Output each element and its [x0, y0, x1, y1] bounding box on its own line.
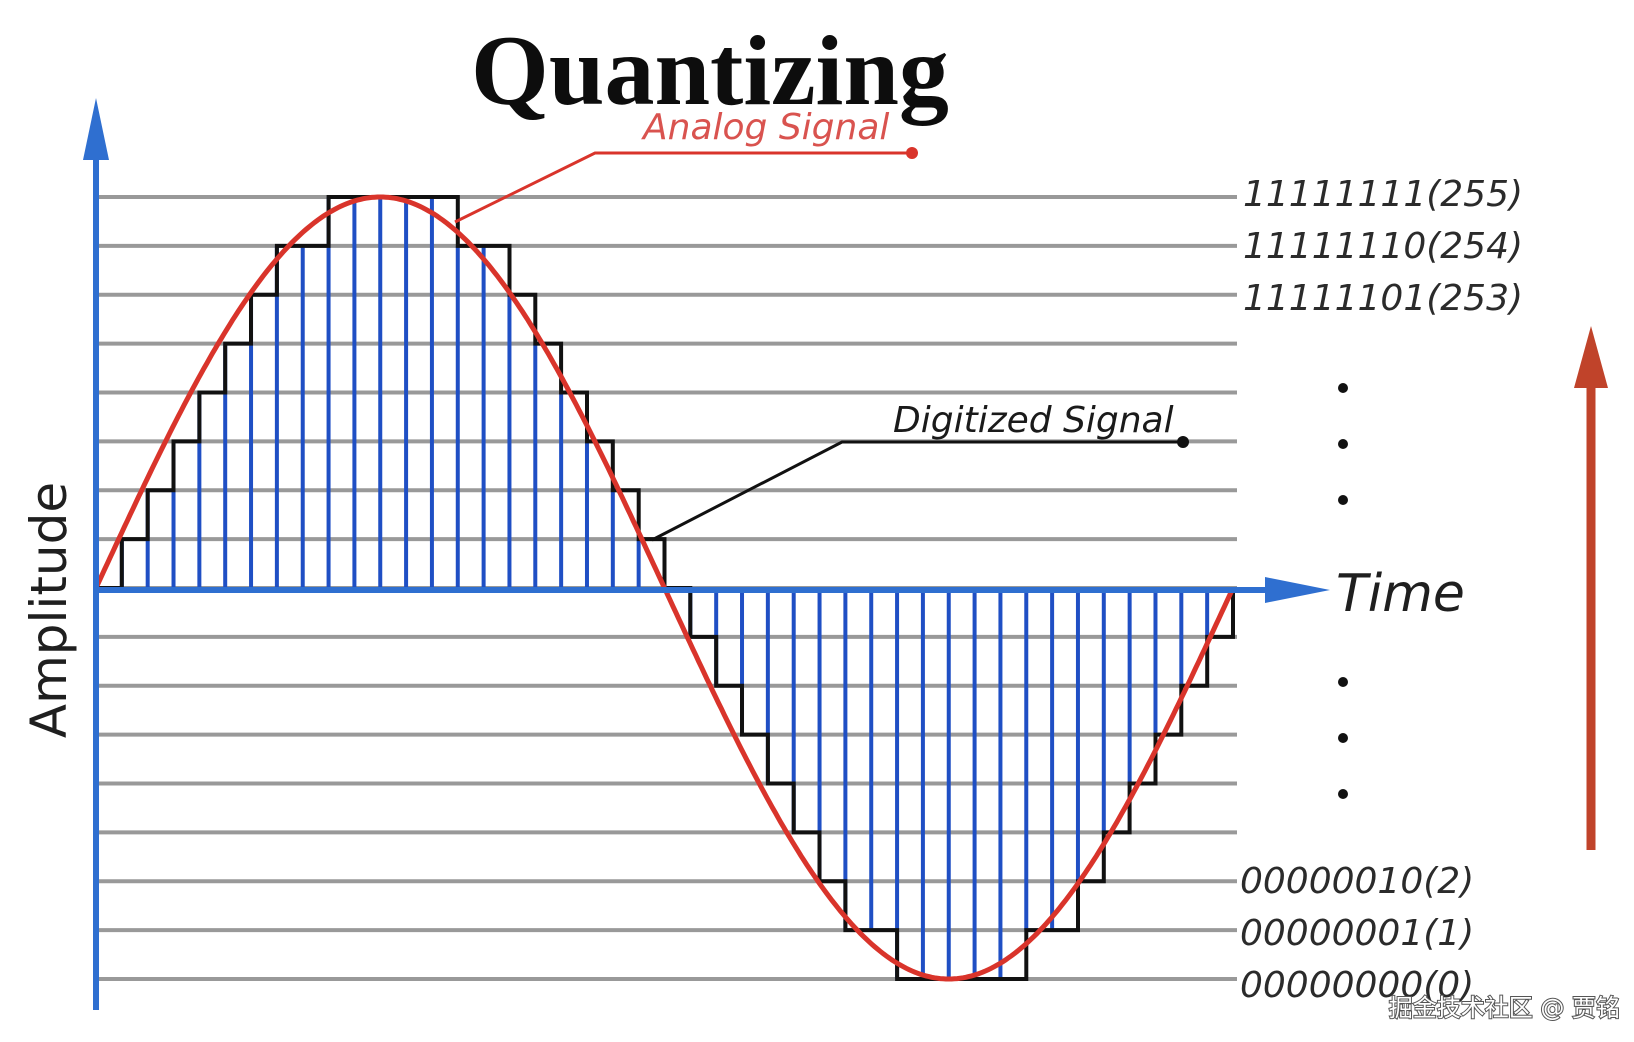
diagram-title: Quantizing	[471, 15, 949, 126]
digitized-signal-label: Digitized Signal	[893, 400, 1174, 441]
increasing-level-arrow-icon	[1574, 326, 1608, 388]
watermark: 掘金技术社区 @ 贾铭	[1389, 994, 1620, 1022]
level-label-255: 11111111(255)	[1243, 174, 1523, 215]
time-axis-label: Time	[1336, 564, 1465, 624]
digitized-callout-dot	[1177, 436, 1189, 448]
time-axis-arrow-icon	[1265, 577, 1330, 603]
digitized-callout-leader	[651, 440, 1183, 542]
analog-callout-dot	[906, 147, 918, 159]
level-label-2: 00000010(2)	[1240, 861, 1474, 902]
ellipsis-dots-lower	[1338, 677, 1348, 799]
analog-signal-label: Analog Signal	[641, 107, 889, 148]
level-label-0: 00000000(0)	[1240, 965, 1474, 1006]
ellipsis-dots-upper	[1338, 383, 1348, 505]
amplitude-axis-label: Amplitude	[20, 482, 78, 738]
level-label-253: 11111101(253)	[1243, 278, 1523, 319]
level-label-1: 00000001(1)	[1240, 913, 1474, 954]
level-label-254: 11111110(254)	[1243, 226, 1523, 267]
analog-callout-leader	[454, 151, 912, 224]
amplitude-axis-arrow-icon	[83, 98, 109, 160]
